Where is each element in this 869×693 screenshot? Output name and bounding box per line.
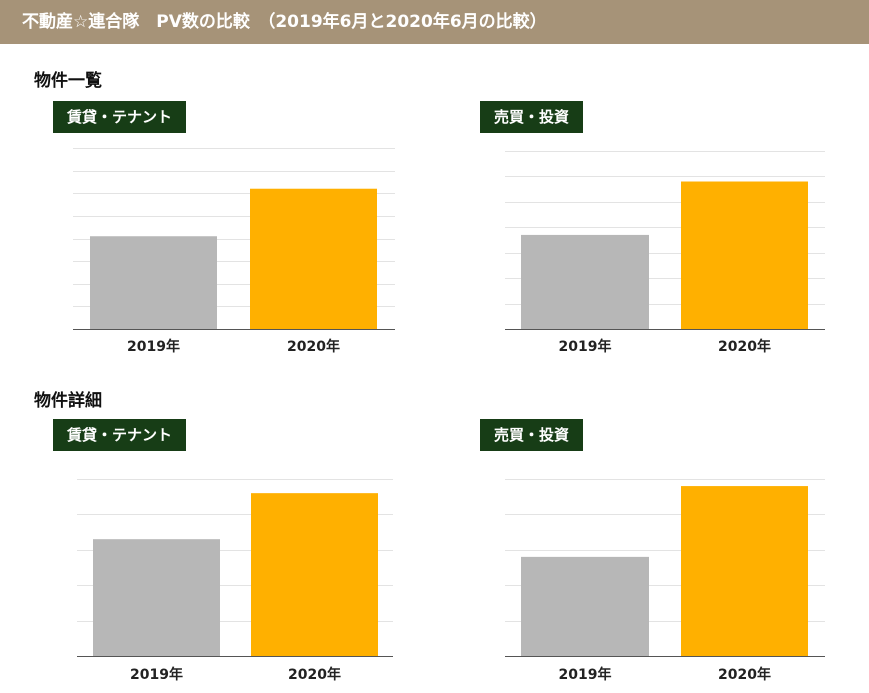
- badge-rental-tenant: 賃貸・テナント: [53, 419, 187, 451]
- x-tick-label: 2019年: [559, 338, 612, 355]
- bar-2020年: [250, 188, 377, 329]
- bar-2019年: [90, 236, 217, 329]
- bar-2020年: [681, 486, 808, 656]
- badge-rental-tenant: 賃貸・テナント: [53, 101, 187, 133]
- section-title-detail: 物件詳細: [34, 391, 102, 411]
- x-tick-label: 2019年: [127, 338, 180, 355]
- bar-chart-listing-sale: 2019年 2020年: [505, 151, 825, 355]
- x-tick-label: 2020年: [287, 338, 340, 355]
- bar-2019年: [521, 556, 649, 656]
- x-tick-label: 2020年: [718, 338, 771, 355]
- bar-2019年: [521, 234, 649, 329]
- bar-chart-detail-rental: 2019年 2020年: [77, 479, 393, 683]
- bar-2020年: [251, 493, 378, 656]
- x-tick-label: 2020年: [718, 666, 771, 683]
- page-header: 不動産☆連合隊 PV数の比較 （2019年6月と2020年6月の比較）: [0, 0, 869, 44]
- x-tick-label: 2020年: [288, 666, 341, 683]
- x-tick-label: 2019年: [559, 666, 612, 683]
- badge-sale-investment: 売買・投資: [480, 419, 584, 451]
- bar-chart-detail-sale: 2019年 2020年: [505, 479, 825, 683]
- bar-2019年: [93, 539, 220, 656]
- badge-sale-investment: 売買・投資: [480, 101, 584, 133]
- x-tick-label: 2019年: [130, 666, 183, 683]
- bar-chart-listing-rental: 2019年 2020年: [73, 148, 395, 355]
- bar-2020年: [681, 181, 808, 329]
- section-title-listing: 物件一覧: [34, 71, 102, 91]
